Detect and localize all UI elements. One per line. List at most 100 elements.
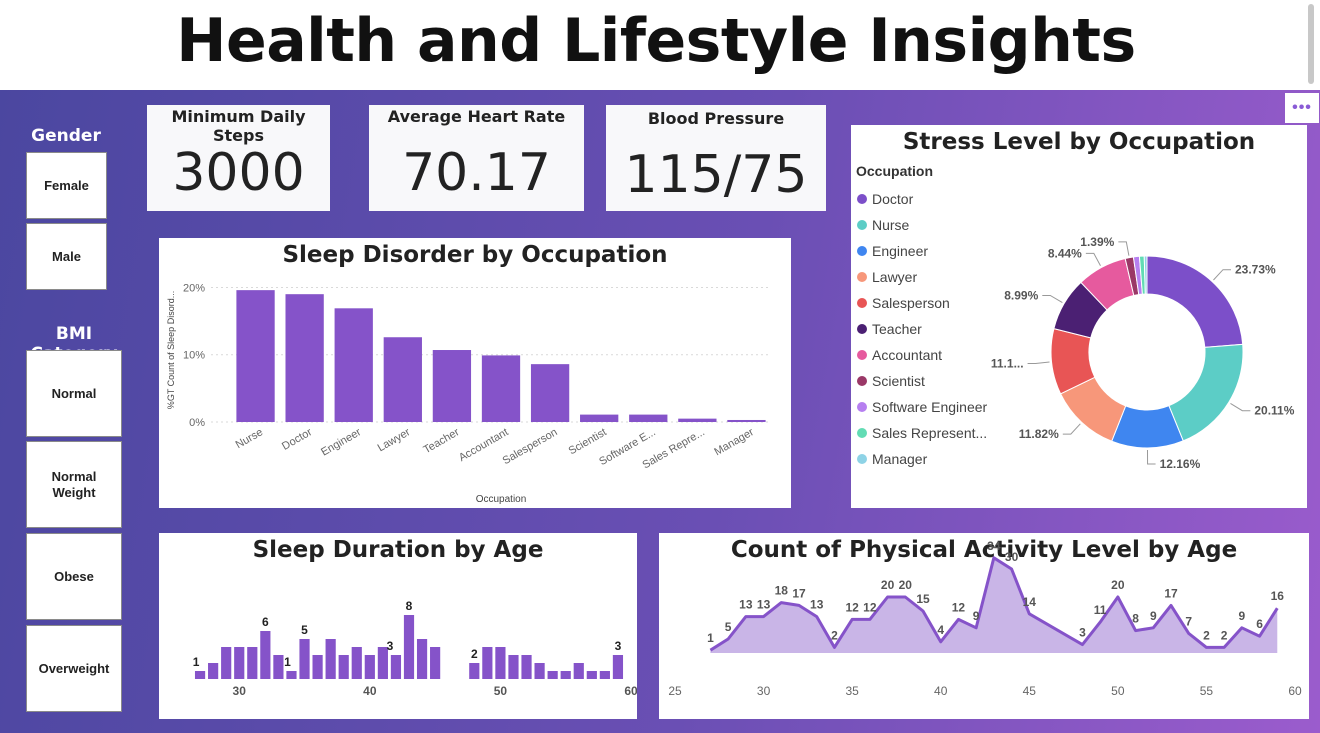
data-label: 12	[952, 600, 966, 614]
x-tick-label: Nurse	[234, 426, 265, 451]
legend-item[interactable]: Sales Represent...	[857, 425, 987, 441]
data-label: 6	[1256, 617, 1263, 631]
vertical-scrollbar[interactable]	[1308, 4, 1314, 84]
legend-item[interactable]: Doctor	[857, 191, 913, 207]
data-label: 5	[725, 620, 732, 634]
x-tick-label: Teacher	[422, 426, 462, 456]
legend-item[interactable]: Software Engineer	[857, 399, 987, 415]
physical-activity-chart: Count of Physical Activity Level by Age …	[659, 533, 1309, 719]
bmi-option-normal[interactable]: Normal	[26, 350, 122, 437]
data-label: 4	[937, 623, 944, 637]
data-label: 9	[1239, 609, 1246, 623]
bar	[221, 647, 232, 679]
data-label: 2	[1203, 628, 1210, 642]
card-value: 3000	[172, 143, 305, 203]
x-tick-label: 50	[494, 684, 508, 698]
data-label: 2	[1221, 628, 1228, 642]
data-label: 17	[1164, 586, 1178, 600]
data-label: 13	[739, 598, 753, 612]
legend-swatch	[857, 272, 867, 282]
data-label: 11.1...	[991, 356, 1024, 370]
stress-donut-svg: 23.73% 20.11% 12.16% 11.82% 11.1... 8.99% 8.44…	[991, 235, 1295, 471]
x-tick-label: 60	[1288, 684, 1302, 698]
bar	[612, 655, 624, 679]
x-tick-label: Lawyer	[376, 426, 413, 454]
bar	[208, 663, 219, 679]
bar	[727, 419, 766, 422]
data-label: 11	[1094, 603, 1107, 617]
legend-label: Engineer	[872, 243, 929, 259]
legend-item[interactable]: Teacher	[857, 321, 922, 337]
bar	[383, 337, 422, 422]
legend-item[interactable]: Nurse	[857, 217, 909, 233]
data-label: 1	[193, 655, 200, 669]
data-label: 30	[1005, 550, 1019, 564]
bar	[234, 647, 245, 679]
bar	[247, 647, 258, 679]
chart-title: Count of Physical Activity Level by Age	[730, 537, 1238, 563]
more-options-button[interactable]: •••	[1285, 93, 1319, 123]
data-label: 23.73%	[1235, 263, 1276, 277]
bar	[416, 639, 428, 679]
bar	[573, 663, 584, 679]
sleep-disorder-svg: 0% 10% 20% Nurse Doctor Engineer Lawyer Teacher…	[166, 282, 771, 505]
x-tick-label: Salesperson	[501, 426, 560, 467]
data-label: 12.16%	[1160, 457, 1201, 471]
bmi-option-overweight[interactable]: Overweight	[26, 625, 122, 712]
bar	[580, 414, 619, 422]
bar	[430, 647, 441, 679]
data-label: 20.11%	[1254, 404, 1294, 418]
bar	[334, 308, 373, 422]
legend-item[interactable]: Scientist	[857, 373, 925, 389]
y-tick-label: 10%	[183, 350, 205, 362]
donut-slice	[1168, 343, 1244, 442]
x-tick-label: 30	[757, 684, 771, 698]
card-value: 115/75	[624, 145, 808, 205]
legend-label: Accountant	[872, 347, 943, 363]
bar	[547, 671, 558, 679]
data-label: 13	[757, 598, 771, 612]
data-label: 9	[1150, 609, 1157, 623]
legend-label: Lawyer	[872, 269, 918, 285]
data-label: 1.39%	[1080, 235, 1114, 249]
bar	[325, 639, 336, 679]
leader-line	[1062, 423, 1081, 435]
data-label: 20	[881, 578, 895, 592]
bar	[482, 647, 493, 679]
bar	[508, 655, 519, 679]
legend-item[interactable]: Manager	[857, 451, 927, 467]
legend-swatch	[857, 324, 867, 334]
bar	[273, 655, 284, 679]
leader-line	[1085, 252, 1101, 266]
data-label: 17	[792, 586, 806, 600]
legend-item[interactable]: Engineer	[857, 243, 928, 259]
area-line	[709, 556, 1279, 652]
x-tick-label: 40	[363, 684, 377, 698]
x-axis-title: Occupation	[476, 494, 527, 505]
bar	[432, 350, 472, 422]
bar	[299, 639, 310, 679]
legend-item[interactable]: Accountant	[857, 347, 942, 363]
bar	[560, 671, 571, 679]
stress-level-chart: Stress Level by Occupation Occupation Do…	[851, 125, 1307, 508]
x-tick-label: 30	[233, 684, 247, 698]
bmi-option-normal-weight[interactable]: Normal Weight	[26, 441, 122, 528]
data-label: 18	[775, 584, 789, 598]
bar	[481, 355, 521, 422]
legend-item[interactable]: Lawyer	[857, 269, 917, 285]
bar	[495, 647, 506, 679]
legend-label: Teacher	[872, 321, 922, 337]
gender-option-female[interactable]: Female	[26, 152, 107, 219]
gender-option-male[interactable]: Male	[26, 223, 107, 290]
bar	[312, 655, 323, 679]
data-label: 11.82%	[1019, 427, 1059, 441]
bar	[260, 631, 271, 679]
data-label: 1	[707, 631, 714, 645]
bmi-option-obese[interactable]: Obese	[26, 533, 122, 620]
sleep-duration-chart: Sleep Duration by Age 1 6 1 5 3 8 2 3 30 40 50 60	[159, 533, 637, 719]
data-label: 2	[831, 628, 838, 642]
bar	[236, 290, 275, 422]
legend-item[interactable]: Salesperson	[857, 295, 950, 311]
data-label: 16	[1271, 589, 1285, 603]
